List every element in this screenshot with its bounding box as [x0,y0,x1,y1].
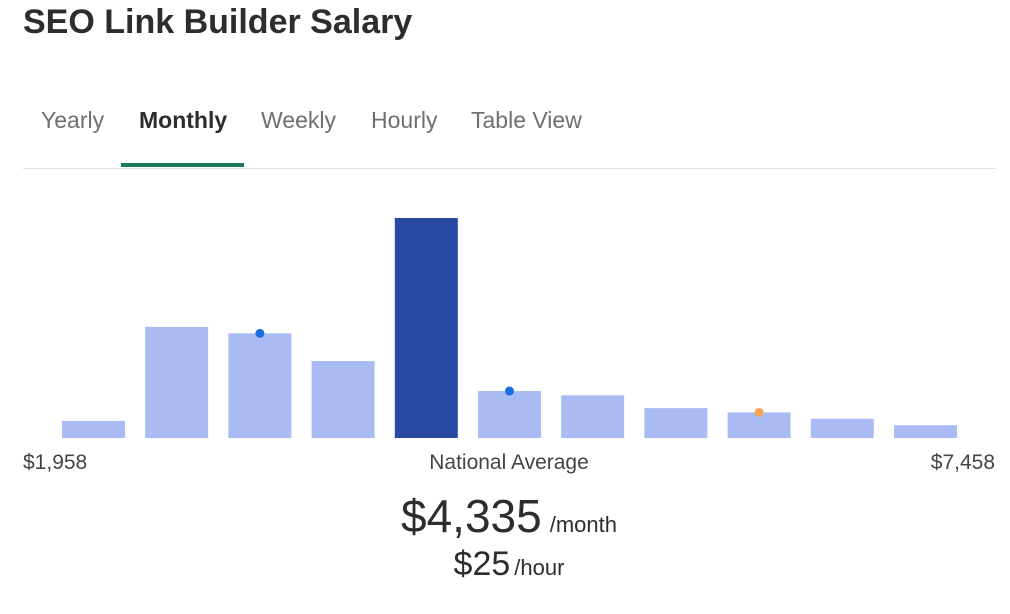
national-average-label: National Average [429,451,589,474]
max-salary-label: $7,458 [930,451,995,474]
pay-period-tabs: Yearly Monthly Weekly Hourly Table View [23,96,995,169]
salary-bar [644,408,708,438]
blue-marker-dot [505,386,514,396]
min-salary-label: $1,958 [23,451,88,474]
salary-distribution-chart [62,218,957,438]
salary-bar [810,418,874,438]
active-tab-indicator [121,163,244,167]
tab-weekly[interactable]: Weekly [261,107,336,133]
monthly-amount: $4,335 [401,490,542,542]
hourly-salary: $25/hour [0,544,1010,591]
national-average-bar [394,218,458,438]
salary-bar [62,420,125,438]
hourly-amount: $25 [453,545,511,583]
monthly-unit: /month [549,512,617,537]
page-title: SEO Link Builder Salary [23,3,413,41]
salary-bar [145,326,209,438]
hourly-unit: /hour [514,555,565,580]
orange-marker-dot [754,407,764,417]
blue-marker-dot [255,328,265,338]
salary-bar [228,333,292,438]
salary-bar [561,395,625,438]
salary-bar [478,391,541,438]
salary-bar [894,425,957,438]
tab-table-view[interactable]: Table View [471,107,582,133]
monthly-salary: $4,335/month [0,490,1010,554]
tab-hourly[interactable]: Hourly [371,107,438,133]
tab-monthly[interactable]: Monthly [139,107,228,133]
tab-yearly[interactable]: Yearly [41,107,105,133]
salary-bar [311,361,375,438]
